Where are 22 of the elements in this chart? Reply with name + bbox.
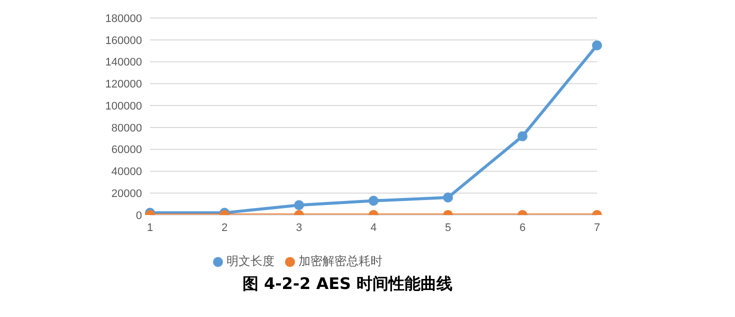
x-tick-label: 2	[221, 222, 228, 234]
y-tick-label: 80000	[111, 122, 142, 134]
y-tick-label: 60000	[111, 144, 142, 156]
x-tick-label: 1	[146, 222, 154, 234]
text: 图 4-2-2 AES 时间性能曲线	[241, 274, 454, 295]
y-tick-label: 100000	[105, 100, 142, 112]
point	[592, 40, 602, 50]
y-tick-label: 40000	[111, 166, 142, 178]
y-tick-label: 140000	[105, 56, 142, 69]
x-tick-label: 5	[444, 222, 452, 234]
x-tick-label: 6	[519, 222, 526, 234]
x-tick-label: 7	[594, 222, 600, 234]
y-tick-label: 20000	[111, 188, 142, 200]
y-tick-label: 0	[136, 210, 142, 222]
y-tick-label: 180000	[105, 12, 142, 25]
legend-label: 加密解密总耗时	[298, 254, 382, 268]
y-tick-label: 120000	[105, 78, 142, 91]
point	[518, 131, 528, 142]
x-tick-label: 4	[370, 222, 377, 234]
x-tick-label: 3	[296, 222, 302, 234]
y-tick-label: 160000	[105, 34, 142, 47]
legend-label: 明文长度	[226, 254, 274, 268]
